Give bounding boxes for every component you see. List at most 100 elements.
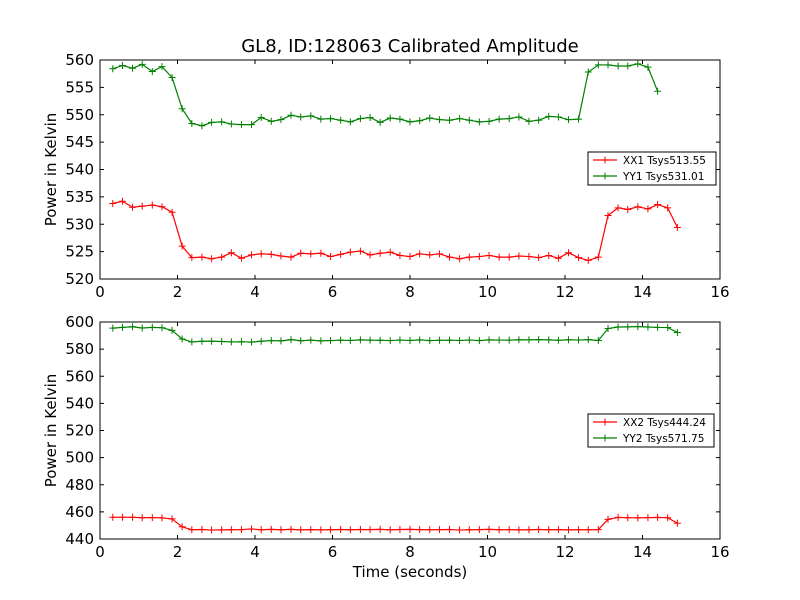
data-point: [673, 328, 681, 336]
data-point: [109, 513, 117, 521]
data-point: [267, 525, 275, 533]
data-point: [237, 254, 245, 262]
data-point: [475, 526, 483, 534]
data-point: [446, 336, 454, 344]
data-point: [435, 336, 443, 344]
data-point: [208, 337, 216, 345]
data-point: [505, 336, 513, 344]
data-point: [277, 526, 285, 534]
data-point: [297, 113, 305, 121]
data-point: [594, 253, 602, 261]
x-tick-label: 8: [405, 543, 415, 561]
data-point: [248, 338, 256, 346]
data-point: [644, 514, 652, 522]
x-tick-label: 4: [250, 283, 260, 301]
data-point: [485, 336, 493, 344]
data-point: [554, 254, 562, 262]
data-point: [446, 253, 454, 261]
x-tick-label: 2: [173, 543, 183, 561]
data-point: [396, 526, 404, 534]
data-point: [416, 526, 424, 534]
data-point: [109, 324, 117, 332]
y-tick-label: 535: [65, 188, 94, 206]
series-line-2: [112, 326, 678, 343]
x-tick-label: 16: [710, 543, 729, 561]
legend: XX1 Tsys513.55 YY1 Tsys531.01: [587, 151, 717, 186]
data-point: [386, 337, 394, 345]
data-point: [554, 526, 562, 534]
data-point: [208, 526, 216, 534]
data-point: [129, 64, 137, 72]
data-point: [505, 115, 513, 123]
data-point: [366, 336, 374, 344]
data-point: [178, 242, 186, 250]
legend-marker: [601, 434, 609, 442]
data-point: [634, 514, 642, 522]
data-point: [356, 336, 364, 344]
data-point: [465, 253, 473, 261]
data-point: [396, 251, 404, 259]
data-point: [485, 251, 493, 259]
data-point: [575, 115, 583, 123]
data-point: [337, 526, 345, 534]
x-tick-label: 8: [405, 283, 415, 301]
data-point: [554, 336, 562, 344]
data-point: [505, 526, 513, 534]
data-point: [267, 337, 275, 345]
data-point: [564, 526, 572, 534]
data-point: [416, 250, 424, 258]
data-point: [337, 250, 345, 258]
data-point: [198, 122, 206, 130]
data-point: [525, 526, 533, 534]
data-point: [416, 336, 424, 344]
y-axis-label: Power in Kelvin: [42, 113, 60, 227]
data-point: [564, 249, 572, 257]
x-tick-label: 14: [633, 543, 652, 561]
data-point: [198, 337, 206, 345]
data-point: [525, 117, 533, 125]
data-point: [465, 116, 473, 124]
data-point: [198, 253, 206, 261]
data-point: [158, 324, 166, 332]
data-point: [158, 514, 166, 522]
data-point: [435, 250, 443, 258]
data-point: [654, 513, 662, 521]
data-point: [644, 323, 652, 331]
data-point: [554, 113, 562, 121]
data-point: [515, 526, 523, 534]
data-point: [564, 336, 572, 344]
data-point: [485, 525, 493, 533]
data-point: [307, 336, 315, 344]
top-panel: 0 2 4 6 8 10 12 14 16 520 525 530 535 540 545 550 555 560…: [42, 51, 730, 301]
data-point: [664, 514, 672, 522]
data-point: [426, 337, 434, 345]
data-point: [515, 252, 523, 260]
x-tick-label: 14: [633, 283, 652, 301]
data-point: [604, 515, 612, 523]
data-point: [188, 120, 196, 128]
data-point: [109, 199, 117, 207]
data-point: [435, 526, 443, 534]
data-point: [227, 338, 235, 346]
x-tick-label: 12: [555, 283, 574, 301]
data-point: [624, 62, 632, 70]
data-point: [594, 526, 602, 534]
y-tick-label: 550: [65, 106, 94, 124]
y-tick-label: 560: [65, 51, 94, 69]
data-point: [168, 208, 176, 216]
data-point: [545, 112, 553, 120]
data-point: [287, 253, 295, 261]
data-point: [168, 74, 176, 82]
data-point: [386, 526, 394, 534]
data-point: [594, 61, 602, 69]
data-point: [356, 115, 364, 123]
data-point: [624, 205, 632, 213]
data-point: [584, 336, 592, 344]
data-point: [257, 250, 265, 258]
x-tick-label: 10: [478, 543, 497, 561]
data-point: [386, 248, 394, 256]
y-tick-label: 500: [65, 449, 94, 467]
y-tick-label: 540: [65, 394, 94, 412]
data-point: [654, 201, 662, 209]
